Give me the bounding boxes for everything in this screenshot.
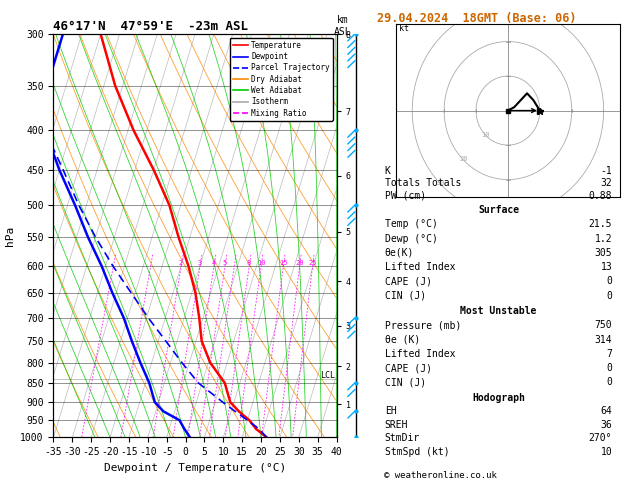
Text: Most Unstable: Most Unstable bbox=[460, 306, 537, 316]
Text: Dewp (°C): Dewp (°C) bbox=[385, 234, 438, 244]
Text: Temp (°C): Temp (°C) bbox=[385, 220, 438, 229]
Legend: Temperature, Dewpoint, Parcel Trajectory, Dry Adiabat, Wet Adiabat, Isotherm, Mi: Temperature, Dewpoint, Parcel Trajectory… bbox=[230, 38, 333, 121]
Text: Lifted Index: Lifted Index bbox=[385, 349, 455, 359]
Text: CIN (J): CIN (J) bbox=[385, 291, 426, 301]
Text: 20: 20 bbox=[459, 156, 467, 162]
Text: 10: 10 bbox=[257, 260, 265, 266]
Text: 21.5: 21.5 bbox=[589, 220, 612, 229]
Text: StmSpd (kt): StmSpd (kt) bbox=[385, 447, 449, 457]
Text: CAPE (J): CAPE (J) bbox=[385, 277, 431, 286]
Text: θe(K): θe(K) bbox=[385, 248, 414, 258]
Text: 8: 8 bbox=[247, 260, 251, 266]
Text: SREH: SREH bbox=[385, 420, 408, 430]
Text: 0: 0 bbox=[606, 277, 612, 286]
Text: km: km bbox=[337, 15, 348, 25]
Text: 13: 13 bbox=[601, 262, 612, 272]
Text: 0: 0 bbox=[606, 363, 612, 373]
Text: 32: 32 bbox=[601, 178, 612, 189]
Text: PW (cm): PW (cm) bbox=[385, 191, 426, 201]
Text: StmDir: StmDir bbox=[385, 434, 420, 443]
Text: © weatheronline.co.uk: © weatheronline.co.uk bbox=[384, 471, 496, 480]
Text: Lifted Index: Lifted Index bbox=[385, 262, 455, 272]
Text: kt: kt bbox=[399, 24, 409, 33]
Text: 10: 10 bbox=[601, 447, 612, 457]
Text: CIN (J): CIN (J) bbox=[385, 377, 426, 387]
Text: LCL: LCL bbox=[320, 371, 335, 380]
Text: Hodograph: Hodograph bbox=[472, 393, 525, 402]
Text: ASL: ASL bbox=[334, 27, 352, 37]
Y-axis label: hPa: hPa bbox=[4, 226, 14, 246]
Text: 30: 30 bbox=[437, 180, 445, 186]
Text: 3: 3 bbox=[198, 260, 202, 266]
Text: 64: 64 bbox=[601, 406, 612, 416]
Text: 36: 36 bbox=[601, 420, 612, 430]
Text: 46°17'N  47°59'E  -23m ASL: 46°17'N 47°59'E -23m ASL bbox=[53, 20, 248, 33]
Text: 314: 314 bbox=[594, 335, 612, 345]
Text: 0: 0 bbox=[606, 377, 612, 387]
Text: 750: 750 bbox=[594, 320, 612, 330]
Text: 20: 20 bbox=[296, 260, 304, 266]
Text: K: K bbox=[385, 166, 391, 176]
Text: Pressure (mb): Pressure (mb) bbox=[385, 320, 461, 330]
Text: 7: 7 bbox=[606, 349, 612, 359]
Text: EH: EH bbox=[385, 406, 396, 416]
Text: Surface: Surface bbox=[478, 205, 519, 215]
Text: 25: 25 bbox=[308, 260, 317, 266]
Text: 0: 0 bbox=[606, 291, 612, 301]
Text: 15: 15 bbox=[279, 260, 287, 266]
Text: 305: 305 bbox=[594, 248, 612, 258]
X-axis label: Dewpoint / Temperature (°C): Dewpoint / Temperature (°C) bbox=[104, 463, 286, 473]
Text: 4: 4 bbox=[212, 260, 216, 266]
Text: 29.04.2024  18GMT (Base: 06): 29.04.2024 18GMT (Base: 06) bbox=[377, 12, 577, 25]
Text: CAPE (J): CAPE (J) bbox=[385, 363, 431, 373]
Text: 5: 5 bbox=[223, 260, 227, 266]
Text: 10: 10 bbox=[481, 132, 490, 138]
Text: 270°: 270° bbox=[589, 434, 612, 443]
Text: 2: 2 bbox=[179, 260, 183, 266]
Text: 0.88: 0.88 bbox=[589, 191, 612, 201]
Text: -1: -1 bbox=[601, 166, 612, 176]
Text: Totals Totals: Totals Totals bbox=[385, 178, 461, 189]
Text: 1.2: 1.2 bbox=[594, 234, 612, 244]
Text: θe (K): θe (K) bbox=[385, 335, 420, 345]
